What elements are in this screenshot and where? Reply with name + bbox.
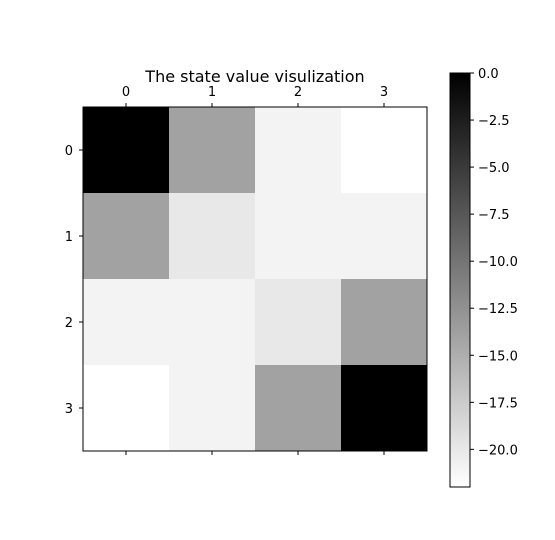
heatmap-cell-r1-c2: [255, 193, 341, 279]
heatmap-cell-r2-c3: [341, 279, 427, 365]
colorbar-tick-label-1: −2.5: [478, 114, 510, 129]
colorbar-tick-label-4: −10.0: [478, 255, 518, 270]
y-tick-label-3: 3: [65, 402, 73, 417]
colorbar-ticks: 0.0 −2.5 −5.0 −7.5 −10.0 −12.5 −15.0 −17.5 −20.0: [470, 67, 518, 458]
heatmap-cell-r3-c0: [83, 365, 169, 451]
heatmap-cell-r2-c0: [83, 279, 169, 365]
heatmap-cell-r1-c0: [83, 193, 169, 279]
colorbar-tick-label-2: −5.0: [478, 161, 510, 176]
heatmap-cell-r2-c1: [169, 279, 255, 365]
y-tick-label-1: 1: [65, 230, 73, 245]
heatmap-cell-r0-c0: [83, 107, 169, 193]
x-tick-label-2: 2: [294, 85, 302, 100]
y-axis-ticks: 0 1 2 3: [65, 144, 83, 417]
heatmap-cell-r0-c3: [341, 107, 427, 193]
colorbar-tick-label-6: −15.0: [478, 349, 518, 364]
heatmap-cells: [83, 107, 427, 451]
y-tick-label-2: 2: [65, 316, 73, 331]
heatmap-cell-r1-c1: [169, 193, 255, 279]
x-axis-ticks: 0 1 2 3: [122, 85, 388, 455]
plot-frame: [82, 106, 428, 452]
heatmap-cell-r0-c2: [255, 107, 341, 193]
colorbar: [449, 72, 471, 488]
colorbar-tick-label-5: −12.5: [478, 302, 518, 317]
heatmap-cell-r3-c3: [341, 365, 427, 451]
x-tick-label-3: 3: [380, 85, 388, 100]
heatmap-cell-r0-c1: [169, 107, 255, 193]
x-tick-label-0: 0: [122, 85, 130, 100]
colorbar-tick-label-7: −17.5: [478, 396, 518, 411]
heatmap-cell-r2-c2: [255, 279, 341, 365]
heatmap-cell-r1-c3: [341, 193, 427, 279]
y-tick-label-0: 0: [65, 144, 73, 159]
heatmap-cell-r3-c2: [255, 365, 341, 451]
heatmap-cell-r3-c1: [169, 365, 255, 451]
colorbar-tick-label-0: 0.0: [478, 67, 499, 82]
colorbar-tick-label-8: −20.0: [478, 443, 518, 458]
chart-title: The state value visulization: [144, 67, 364, 86]
colorbar-tick-label-3: −7.5: [478, 208, 510, 223]
x-tick-label-1: 1: [208, 85, 216, 100]
